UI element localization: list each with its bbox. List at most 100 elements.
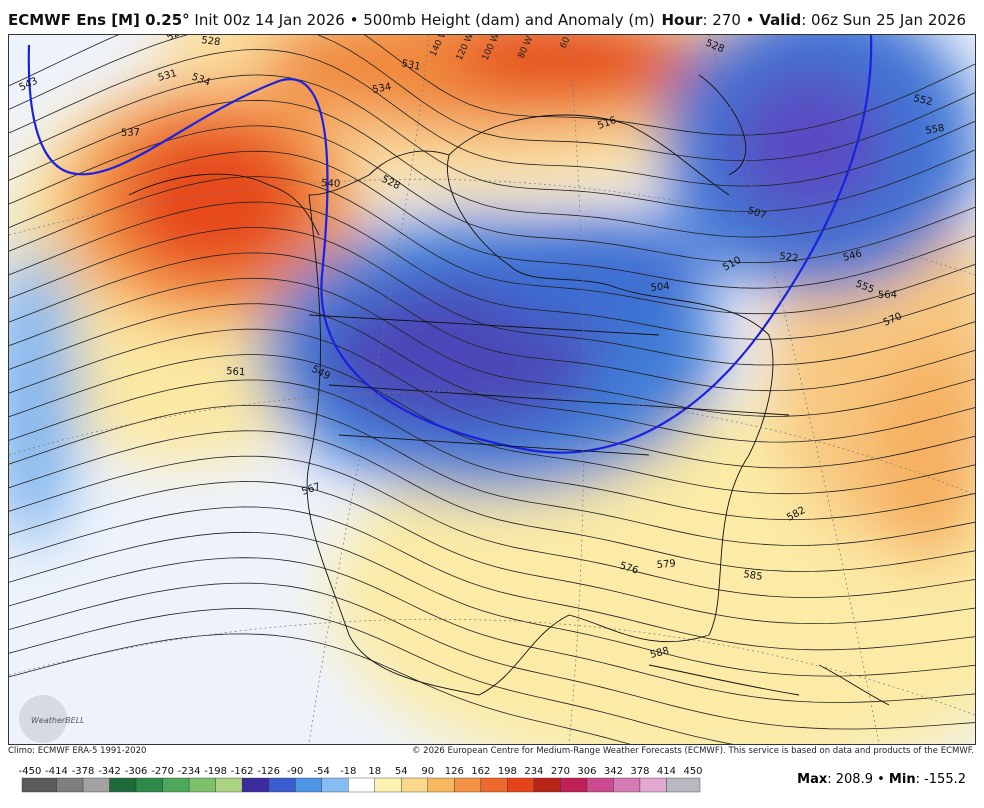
colorbar-swatch bbox=[507, 777, 535, 793]
contour-label: 564 bbox=[878, 290, 897, 301]
contour-label: 558 bbox=[925, 123, 946, 137]
contour-line bbox=[9, 481, 975, 625]
colorbar-swatch bbox=[268, 777, 296, 793]
contour-label: 525 bbox=[165, 34, 187, 44]
colorbar-label: 306 bbox=[577, 766, 596, 777]
contour-line bbox=[9, 354, 975, 495]
valid-value: : 06z Sun 25 Jan 2026 bbox=[801, 11, 966, 29]
colorbar-swatch bbox=[666, 777, 701, 793]
contour-label: 540 bbox=[321, 178, 341, 190]
valid-label: Valid bbox=[759, 11, 802, 29]
colorbar-label: 414 bbox=[657, 766, 676, 777]
colorbar-swatch bbox=[374, 777, 402, 793]
colorbar-label: 450 bbox=[683, 766, 702, 777]
contour-line bbox=[9, 303, 975, 443]
contour-line bbox=[9, 74, 975, 212]
colorbar-swatch bbox=[295, 777, 322, 793]
contour-line bbox=[9, 328, 975, 469]
colorbar-swatch bbox=[56, 777, 84, 793]
min-label: Min bbox=[888, 772, 916, 787]
contour-label: 522 bbox=[779, 251, 799, 265]
colorbar-label: 162 bbox=[471, 766, 490, 777]
contour-line bbox=[9, 430, 975, 572]
colorbar-label: 378 bbox=[630, 766, 649, 777]
contour-line bbox=[9, 35, 975, 136]
hour-label: Hour bbox=[661, 11, 703, 29]
contour-label: 531 bbox=[400, 58, 421, 73]
header-left: ECMWF Ens [M] 0.25° Init 00z 14 Jan 2026… bbox=[8, 11, 655, 29]
contour-line bbox=[9, 379, 975, 520]
contour-line bbox=[9, 227, 975, 366]
contour-label: 534 bbox=[371, 82, 392, 96]
stats: Max: 208.9 • Min: -155.2 bbox=[797, 772, 966, 787]
colorbar-label: 270 bbox=[551, 766, 570, 777]
copyright: © 2026 European Centre for Medium-Range … bbox=[411, 746, 974, 756]
colorbar-swatch bbox=[188, 777, 216, 793]
coastlines bbox=[128, 74, 890, 706]
contour-line bbox=[9, 125, 975, 264]
contour-line bbox=[9, 150, 975, 289]
colorbar-label: -54 bbox=[314, 766, 330, 777]
contour-line bbox=[9, 582, 975, 730]
colorbar-swatch bbox=[162, 777, 190, 793]
colorbar-label: 198 bbox=[498, 766, 517, 777]
colorbar-swatch bbox=[613, 777, 641, 793]
contour-line bbox=[9, 252, 975, 392]
colorbar-swatch bbox=[480, 777, 508, 793]
colorbar-swatch bbox=[639, 777, 667, 793]
model: ECMWF Ens [M] 0.25° bbox=[8, 11, 190, 29]
hour-value: : 270 • bbox=[702, 11, 760, 29]
max-label: Max bbox=[797, 772, 828, 787]
contour-label: 507 bbox=[746, 205, 767, 221]
colorbar-swatch bbox=[427, 777, 455, 793]
contour-label: 561 bbox=[226, 366, 246, 378]
contour-label: 579 bbox=[656, 558, 676, 571]
max-value: : 208.9 • bbox=[827, 772, 889, 787]
climo: Climo: ECMWF ERA-5 1991-2020 bbox=[8, 746, 147, 756]
contour-line bbox=[9, 506, 975, 651]
colorbar-label: 54 bbox=[395, 766, 408, 777]
colorbar-label: 234 bbox=[524, 766, 543, 777]
height-contours bbox=[9, 35, 975, 744]
contour-line bbox=[9, 277, 975, 417]
contour-line bbox=[9, 35, 975, 162]
contour-label: 585 bbox=[743, 569, 764, 583]
contour-label: 537 bbox=[121, 127, 140, 139]
contour-line bbox=[9, 531, 975, 677]
colorbar-label: -234 bbox=[178, 766, 201, 777]
contour-line bbox=[9, 49, 975, 187]
title: Init 00z 14 Jan 2026 • 500mb Height (dam… bbox=[194, 11, 655, 29]
colorbar-label: 18 bbox=[368, 766, 381, 777]
contour-label: 546 bbox=[842, 248, 863, 264]
colorbar-swatch bbox=[560, 777, 588, 793]
contour-line bbox=[9, 633, 631, 744]
colorbar-swatch bbox=[454, 777, 482, 793]
colorbar-swatch bbox=[348, 777, 375, 793]
colorbar-swatch bbox=[135, 777, 163, 793]
anomaly-shading bbox=[9, 35, 975, 744]
contour-line bbox=[9, 608, 734, 744]
contour-line bbox=[9, 99, 975, 238]
min-value: : -155.2 bbox=[915, 772, 966, 787]
colorbar-label: -414 bbox=[45, 766, 68, 777]
contour-540 bbox=[27, 35, 873, 454]
colorbar: -450 -414 -378 -342 -306 -270 -234 -198 -162 -126… bbox=[19, 766, 703, 793]
colorbar-swatch bbox=[109, 777, 137, 793]
colorbar-swatch bbox=[401, 777, 428, 793]
contour-label: 552 bbox=[912, 93, 933, 108]
contour-line bbox=[9, 455, 975, 598]
logo-text: WeatherBELL bbox=[31, 716, 85, 725]
colorbar-label: -450 bbox=[19, 766, 42, 777]
colorbar-label: -162 bbox=[231, 766, 254, 777]
contour-line bbox=[9, 176, 975, 315]
colorbar-label: -342 bbox=[98, 766, 121, 777]
colorbar-label: 126 bbox=[445, 766, 464, 777]
contour-label: 588 bbox=[649, 646, 670, 661]
colorbar-swatch bbox=[241, 777, 269, 793]
colorbar-swatch bbox=[321, 777, 349, 793]
colorbar-swatch bbox=[586, 777, 614, 793]
contour-line bbox=[9, 557, 975, 703]
logo: WeatherBELL bbox=[19, 695, 85, 743]
